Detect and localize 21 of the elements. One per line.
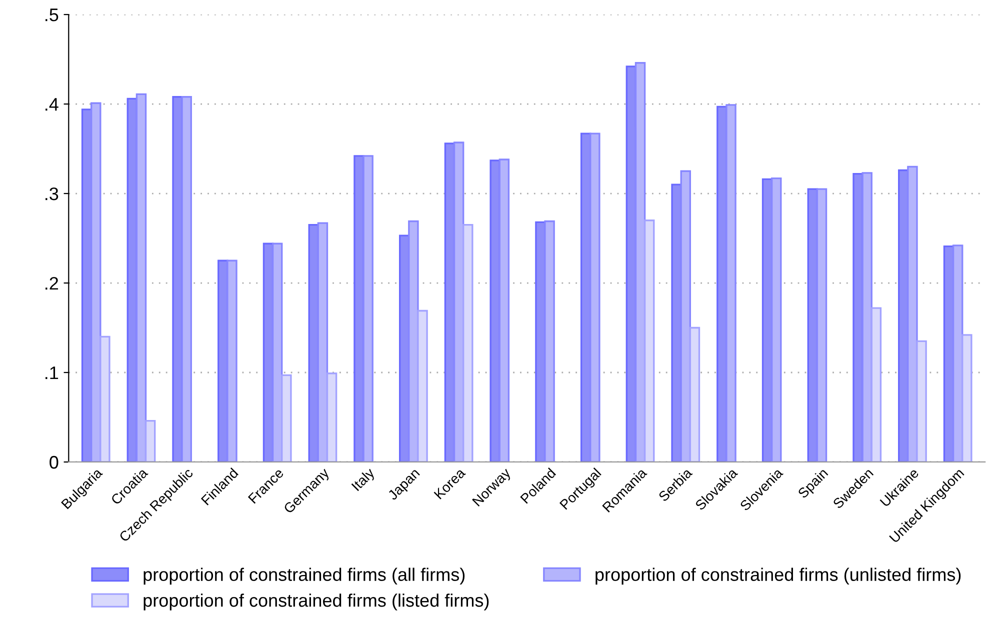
x-tick-label: Italy <box>350 466 378 494</box>
y-tick-label: .1 <box>46 366 58 380</box>
y-tick-label: .2 <box>46 276 58 290</box>
legend-label: proportion of constrained firms (unlisted firms) <box>596 568 961 585</box>
y-tick-label: 0 <box>50 456 58 469</box>
bar <box>916 340 927 462</box>
bar <box>644 220 655 462</box>
bar <box>962 334 972 462</box>
bar <box>417 310 428 462</box>
legend-label: proportion of constrained firms (listed firms) <box>144 594 489 610</box>
bar <box>870 307 882 462</box>
bar <box>689 326 700 462</box>
y-tick-label: .5 <box>46 8 58 22</box>
bar <box>144 420 156 462</box>
bar <box>462 224 474 462</box>
y-tick-label: .3 <box>46 187 58 200</box>
legend-label: proportion of constrained firms (all firms) <box>144 568 465 585</box>
bar <box>326 372 338 462</box>
y-tick-label: .4 <box>46 98 58 111</box>
bar <box>100 336 110 462</box>
bar <box>281 374 292 462</box>
